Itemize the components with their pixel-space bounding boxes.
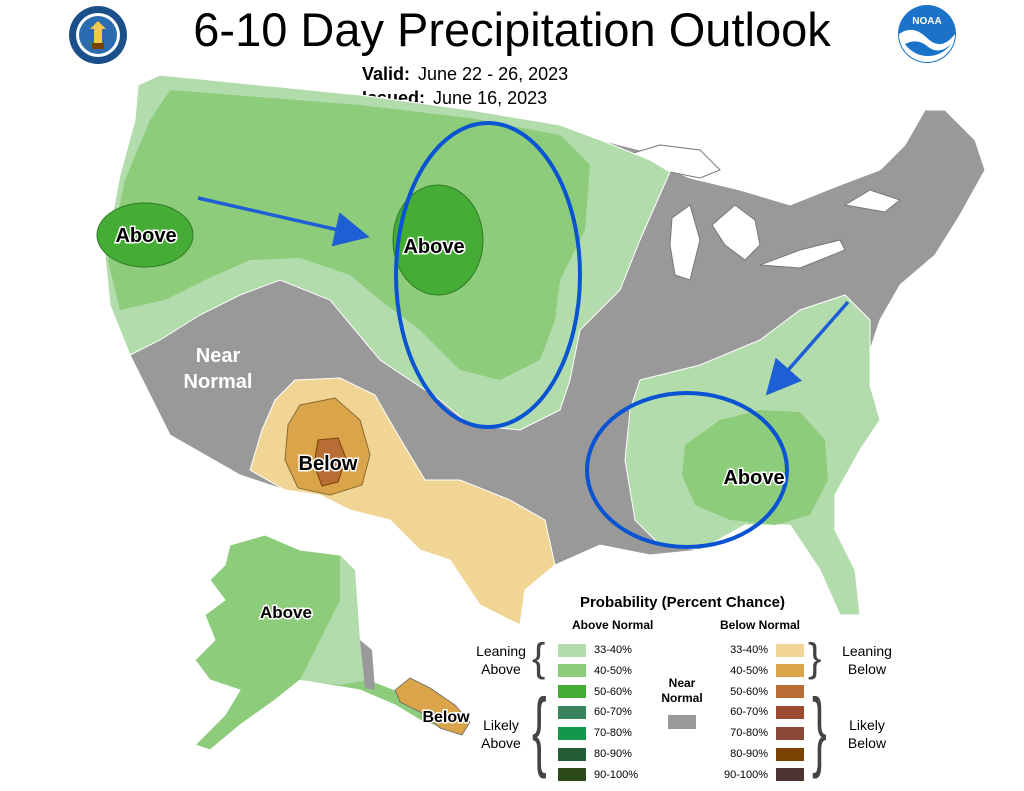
above-legend-label: 90-100% <box>594 768 639 781</box>
alaska-near-normal-region <box>360 640 375 690</box>
west-to-east-arrow <box>197 196 370 247</box>
leaning-above-group-label: Leaning Above <box>470 642 532 678</box>
alaska-panhandle-below-region <box>394 677 471 736</box>
above-legend-row: 60-70% <box>558 705 632 719</box>
below-legend-row: 33-40% <box>720 643 812 657</box>
below-legend-row: 80-90% <box>720 747 812 761</box>
issued-value: June 16, 2023 <box>433 88 548 108</box>
below-legend-label: 40-50% <box>730 664 768 677</box>
svg-text:NOAA: NOAA <box>912 16 941 27</box>
above-legend-label: 40-50% <box>594 664 632 677</box>
legend-below-header: Below Normal <box>720 618 801 632</box>
below-swatch <box>776 747 804 761</box>
below-legend-row: 60-70% <box>720 705 812 719</box>
above-swatch <box>558 747 586 761</box>
leaning-above-line1: Leaning <box>476 643 526 659</box>
likely-above-brace-icon: { <box>532 680 547 779</box>
below-swatch <box>776 726 804 740</box>
leaning-below-group-label: Leaning Below <box>832 642 902 678</box>
likely-above-group-label: Likely Above <box>470 716 532 752</box>
below-legend-row: 90-100% <box>720 768 812 782</box>
above-legend-label: 60-70% <box>594 706 632 719</box>
near-normal-label-line1: Near <box>196 345 241 367</box>
northeast-to-southeast-arrow <box>765 300 850 396</box>
alaska-leaning-above-region <box>300 555 370 685</box>
below-legend-row: 70-80% <box>720 726 812 740</box>
noaa-logo-icon: NOAA <box>898 5 956 63</box>
near-normal-legend-label: Near Normal <box>652 676 712 706</box>
below-swatch <box>776 705 804 719</box>
plains-above-label: Above <box>403 236 464 258</box>
valid-value: June 22 - 26, 2023 <box>418 64 569 84</box>
northwest-likely-above-region <box>96 202 194 268</box>
valid-label: Valid: <box>362 64 411 84</box>
above-swatch <box>558 643 586 657</box>
likely-above-line1: Likely <box>483 717 519 733</box>
above-legend-label: 50-60% <box>594 685 632 698</box>
leaning-below-line1: Leaning <box>842 643 892 659</box>
southwest-below-50-60-region <box>313 437 347 487</box>
likely-below-line1: Likely <box>849 717 885 733</box>
above-legend-row: 70-80% <box>558 726 632 740</box>
great-lakes <box>608 144 902 281</box>
leaning-above-brace-icon: { <box>532 636 546 680</box>
below-legend-label: 60-70% <box>730 706 768 719</box>
likely-above-line2: Above <box>481 735 521 751</box>
southwest-below-label: Below <box>299 453 358 475</box>
below-legend-label: 80-90% <box>730 748 768 760</box>
below-swatch <box>776 643 804 657</box>
valid-dates: Valid: June 22 - 26, 2023 <box>362 64 568 85</box>
southeast-above-label: Above <box>723 467 784 489</box>
likely-below-brace-icon: } <box>812 680 827 779</box>
below-legend-label: 50-60% <box>730 685 768 698</box>
above-legend-label: 70-80% <box>594 727 632 740</box>
southeast-highlight-ellipse <box>585 391 789 549</box>
above-swatch <box>558 768 586 782</box>
likely-below-group-label: Likely Below <box>832 716 902 752</box>
alaska-below-label: Below <box>422 709 470 726</box>
below-swatch <box>776 664 804 678</box>
plains-highlight-ellipse <box>394 121 582 429</box>
above-legend-label: 33-40% <box>594 644 632 656</box>
plains-likely-above-region <box>392 184 484 296</box>
below-legend-label: 70-80% <box>730 727 768 740</box>
above-swatch <box>558 705 586 719</box>
southeast-40-50-region <box>682 410 828 525</box>
below-legend-label: 90-100% <box>723 768 768 781</box>
above-legend-label: 80-90% <box>594 748 632 760</box>
leaning-above-line2: Above <box>481 661 521 677</box>
legend-title: Probability (Percent Chance) <box>579 594 786 611</box>
above-legend-row: 50-60% <box>558 685 632 699</box>
below-legend-label: 33-40% <box>730 644 768 656</box>
leaning-below-line2: Below <box>847 661 887 677</box>
above-swatch <box>558 685 586 699</box>
above-legend-row: 33-40% <box>558 643 632 657</box>
above-legend-row: 80-90% <box>558 747 632 761</box>
likely-below-line2: Below <box>847 735 887 751</box>
near-normal-legend-line2: Normal <box>661 691 703 705</box>
near-normal-label-line2: Normal <box>184 371 253 393</box>
below-legend-row: 50-60% <box>720 685 812 699</box>
legend-above-header: Above Normal <box>572 618 654 632</box>
above-swatch <box>558 664 586 678</box>
near-normal-legend-line1: Near <box>668 676 696 690</box>
below-legend-row: 40-50% <box>720 664 812 678</box>
alaska-above-label: Above <box>260 603 312 622</box>
below-swatch <box>776 685 804 699</box>
page-title: 6-10 Day Precipitation Outlook <box>193 3 831 56</box>
above-legend-row: 90-100% <box>558 768 638 782</box>
leaning-below-brace-icon: } <box>808 636 822 680</box>
department-of-commerce-seal-icon <box>69 6 127 64</box>
near-normal-swatch <box>668 715 696 729</box>
below-swatch <box>776 768 804 782</box>
above-legend-row: 40-50% <box>558 664 632 678</box>
northwest-above-label: Above <box>115 225 176 247</box>
above-swatch <box>558 726 586 740</box>
